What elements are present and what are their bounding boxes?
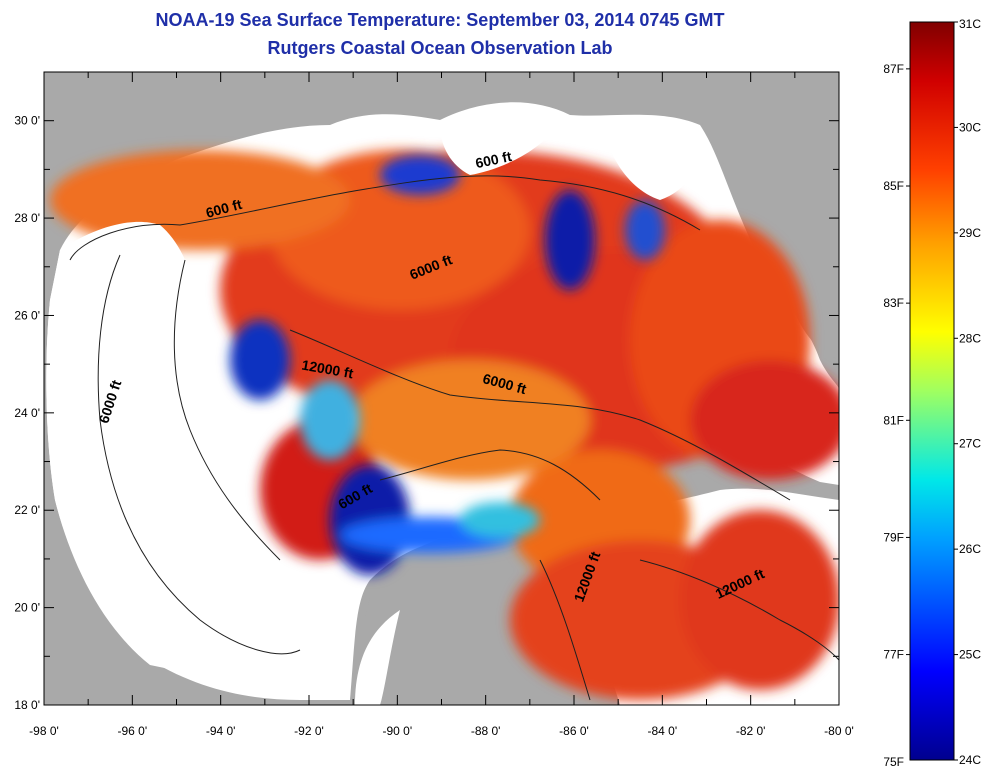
y-tick-label: 18 0' [14,698,40,712]
x-tick-label: -90 0' [383,724,413,738]
colorbar-celsius-label: 27C [959,437,981,451]
colorbar-celsius-label: 29C [959,226,981,240]
x-tick-label: -84 0' [648,724,678,738]
cloud-cover-west [46,221,320,700]
cloud-cover-north [440,111,560,175]
x-axis-ticks: -98 0' -96 0' -94 0' -92 0' -90 0' -88 0' -86 … [29,72,854,738]
y-tick-label: 24 0' [14,406,40,420]
x-tick-label: -80 0' [824,724,854,738]
x-tick-label: -82 0' [736,724,766,738]
colorbar-fahrenheit-label: 83F [883,296,904,310]
colorbar-fahrenheit-label: 77F [883,648,904,662]
colorbar: 31C 30C 29C 28C 27C 26C 25C 24C 87F 85F 83F 81F 79F… [883,17,981,769]
x-tick-label: -94 0' [206,724,236,738]
colorbar-celsius-label: 26C [959,542,981,556]
x-tick-label: -86 0' [559,724,589,738]
map-frame [44,72,839,705]
bathymetry-contours [69,175,839,701]
y-axis-ticks: 30 0' 28 0' 26 0' 24 0' 22 0' 20 0' 18 0' [14,71,839,712]
map-subtitle: Rutgers Coastal Ocean Observation Lab [267,38,613,58]
y-tick-label: 26 0' [14,308,40,322]
colorbar-celsius-label: 28C [959,331,981,345]
y-tick-label: 22 0' [14,503,40,517]
colorbar-fahrenheit-label: 81F [883,413,904,427]
x-tick-label: -88 0' [471,724,501,738]
x-tick-label: -98 0' [29,724,59,738]
florida-land [700,72,839,345]
colorbar-ramp [909,21,955,761]
colorbar-fahrenheit-label: 75F [883,755,904,769]
x-tick-label: -96 0' [118,724,148,738]
colorbar-fahrenheit-label: 85F [883,179,904,193]
colorbar-fahrenheit-label: 79F [883,530,904,544]
colorbar-celsius-label: 25C [959,648,981,662]
colorbar-celsius-label: 24C [959,753,981,767]
colorbar-fahrenheit-label: 87F [883,62,904,76]
y-tick-label: 30 0' [14,114,40,128]
sst-warm-field [50,150,839,700]
y-tick-label: 20 0' [14,601,40,615]
map-title: NOAA-19 Sea Surface Temperature: Septemb… [155,10,725,30]
y-tick-label: 28 0' [14,211,40,225]
colorbar-celsius-label: 31C [959,17,981,31]
colorbar-celsius-label: 30C [959,120,981,134]
x-tick-label: -92 0' [294,724,324,738]
contour-label: 600 ft [474,148,513,171]
sst-cold-field [230,155,665,575]
